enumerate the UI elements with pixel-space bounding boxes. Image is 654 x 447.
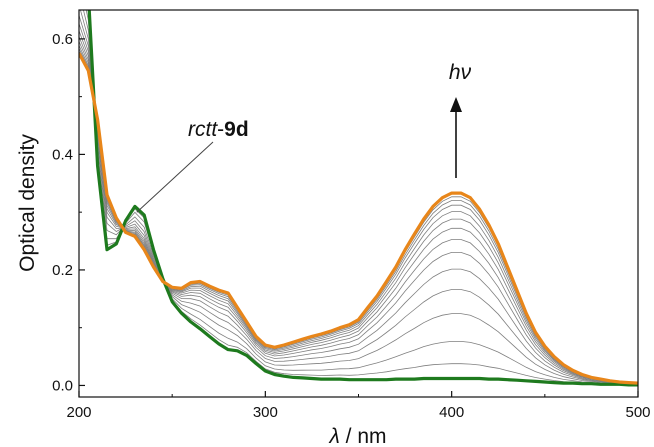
y-axis-title: Optical density <box>16 134 39 272</box>
intermediate-spectrum-7 <box>79 23 638 384</box>
irradiation-label: hν <box>449 61 472 84</box>
x-axis-symbol: λ <box>328 425 339 447</box>
intermediate-spectrum-11 <box>79 45 638 384</box>
intermediate-spectrum-6 <box>79 15 638 385</box>
x-tick-label: 200 <box>66 404 91 421</box>
intermediate-spectrum-9 <box>79 36 638 384</box>
irradiation-annotation: hν <box>449 61 472 178</box>
compound-label-prefix: rctt <box>188 118 218 141</box>
x-axis-title: λ / nm <box>328 425 386 447</box>
intermediate-spectrum-8 <box>79 30 638 384</box>
compound-annotation: rctt-9d <box>136 118 249 213</box>
compound-label-dash: - <box>217 118 224 141</box>
compound-label-number: 9d <box>224 118 249 141</box>
intermediate-spectrum-2 <box>88 10 638 385</box>
intermediate-spectrum-3 <box>85 10 638 385</box>
intermediate-spectrum-12 <box>79 48 638 384</box>
series-layer <box>79 10 638 387</box>
x-tick-label: 300 <box>253 404 278 421</box>
intermediate-spectrum-5 <box>80 10 638 385</box>
x-tick-label: 400 <box>439 404 464 421</box>
y-tick-label: 0.6 <box>52 31 73 48</box>
intermediate-spectrum-1 <box>88 10 638 386</box>
ticks-layer: 200 300 400 500 0.0 0.2 0.4 0.6 <box>52 31 650 421</box>
irradiation-arrow-head <box>450 97 462 112</box>
final-spectrum-line <box>79 52 638 385</box>
x-tick-label: 500 <box>625 404 650 421</box>
y-tick-label: 0.4 <box>52 146 73 163</box>
y-tick-label: 0.0 <box>52 377 73 394</box>
initial-spectrum-line <box>87 10 638 387</box>
y-tick-label: 0.2 <box>52 262 73 279</box>
compound-label: rctt-9d <box>188 118 249 141</box>
series-group <box>79 10 638 387</box>
x-axis-unit: / nm <box>340 425 387 447</box>
intermediate-spectrum-4 <box>83 10 638 385</box>
intermediate-spectrum-13 <box>79 50 638 384</box>
compound-leader-line <box>136 141 214 213</box>
intermediate-spectrum-10 <box>79 41 638 384</box>
